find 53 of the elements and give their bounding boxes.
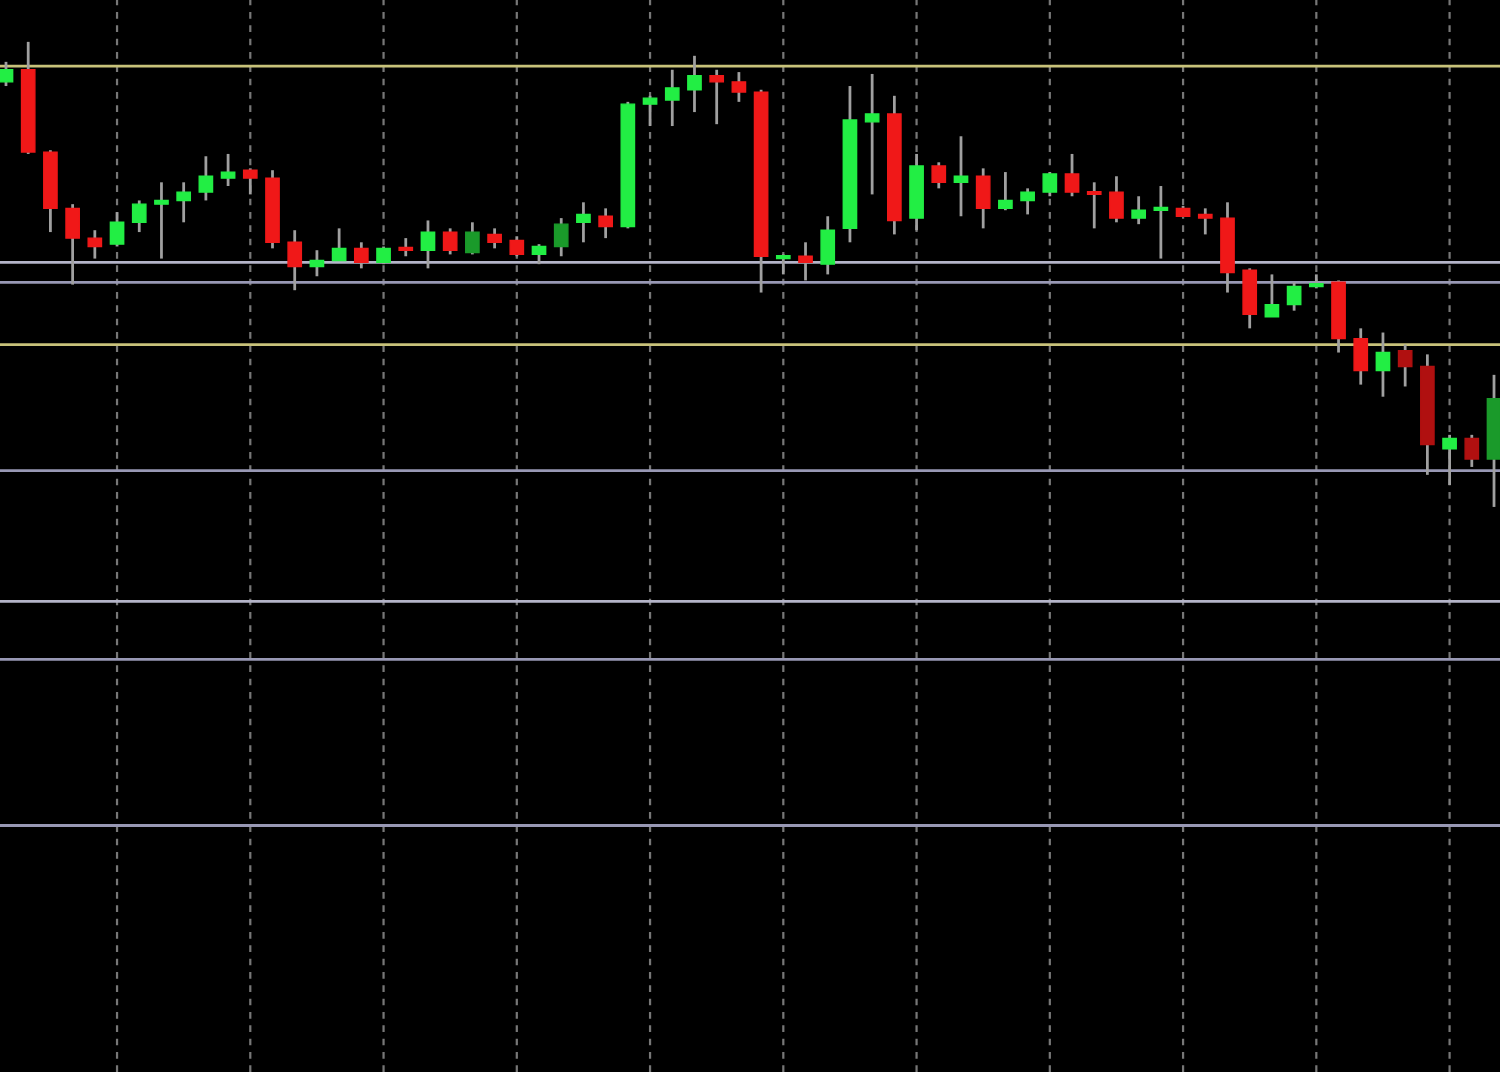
candlestick (442, 226, 458, 256)
candlestick (709, 68, 725, 126)
candlestick (331, 226, 347, 262)
candlestick (553, 216, 569, 258)
candlestick (309, 248, 325, 278)
candlestick (775, 253, 791, 276)
candlestick (1442, 433, 1457, 487)
candlestick (731, 70, 747, 104)
candlestick (65, 202, 80, 287)
candlestick (998, 170, 1013, 212)
candlestick (176, 180, 192, 224)
candlestick (1286, 280, 1302, 313)
candlestick (1242, 266, 1258, 330)
candlestick (487, 226, 502, 250)
candlestick (687, 54, 702, 114)
candlestick (287, 228, 303, 292)
candlestick (820, 214, 836, 276)
candlestick (1131, 194, 1147, 226)
candlestick (598, 206, 613, 240)
candlestick (864, 72, 880, 196)
candlestick (198, 154, 214, 202)
candlestick (1197, 206, 1213, 236)
candlestick (1064, 152, 1080, 198)
candlestick (420, 219, 436, 270)
candlestick (220, 152, 236, 188)
candlestick (398, 236, 414, 258)
candlestick (953, 134, 969, 218)
candlestick (576, 200, 591, 244)
candlestick (664, 68, 680, 128)
candlestick (131, 199, 147, 234)
candlestick (242, 166, 258, 196)
candlestick (1153, 184, 1169, 260)
candlestick (154, 180, 169, 260)
candlestick (1264, 273, 1280, 319)
candlestick (531, 242, 547, 266)
candlestick (0, 60, 14, 88)
candlestick (509, 234, 525, 258)
candlestick (465, 220, 480, 256)
candlestick (642, 94, 658, 128)
candlestick (1109, 174, 1124, 224)
candlestick (1020, 186, 1035, 216)
candlestick (931, 160, 947, 190)
candlestick (1397, 343, 1413, 388)
candlestick (1464, 433, 1480, 469)
candlestick (1375, 331, 1391, 399)
candlestick (1086, 180, 1102, 230)
candlestick (353, 240, 369, 270)
candlestick (975, 166, 991, 230)
candlestick (87, 228, 103, 260)
candlestick (109, 210, 125, 248)
candlestick (798, 240, 813, 282)
candlestick (1042, 170, 1058, 198)
candlestick (1353, 326, 1369, 387)
